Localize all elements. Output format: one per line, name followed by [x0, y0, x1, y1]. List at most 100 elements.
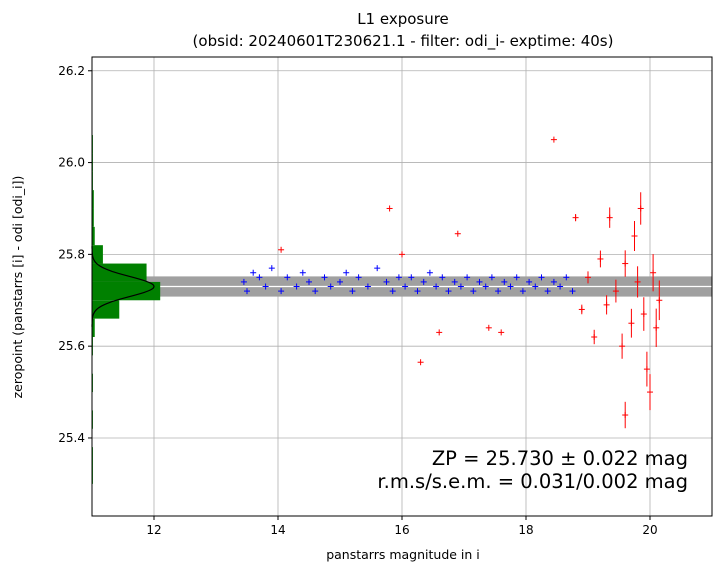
point-used-23 [402, 283, 409, 290]
point-rejected-25 [647, 389, 653, 396]
point-used-1 [244, 288, 250, 295]
point-rejected-16 [612, 288, 619, 295]
point-rejected-8 [550, 136, 557, 143]
point-used-5 [268, 265, 275, 272]
point-rejected-20 [634, 278, 641, 285]
point-used-34 [470, 288, 477, 295]
point-rejected-18 [622, 260, 629, 267]
point-used-45 [538, 274, 545, 281]
point-used-24 [408, 274, 415, 281]
point-used-33 [464, 274, 471, 281]
y-tick-label-0: 25.4 [58, 431, 85, 445]
x-axis-label: panstarrs magnitude in i [326, 547, 480, 562]
point-used-27 [426, 269, 433, 276]
point-used-17 [355, 274, 362, 281]
point-rejected-5 [454, 230, 461, 237]
point-used-31 [451, 278, 458, 285]
point-used-3 [256, 274, 263, 281]
point-rejected-13 [597, 255, 604, 262]
point-used-36 [482, 283, 489, 290]
chart-title: L1 exposure [357, 10, 449, 28]
point-used-11 [312, 288, 319, 295]
point-used-50 [569, 288, 576, 295]
point-used-37 [488, 274, 495, 281]
point-used-26 [420, 278, 427, 285]
gaussian-curve [91, 246, 155, 327]
x-tick-label-3: 18 [518, 523, 533, 537]
point-rejected-10 [578, 306, 585, 313]
point-used-15 [343, 269, 350, 276]
point-rejected-3 [417, 359, 424, 366]
x-tick-label-2: 16 [394, 523, 409, 537]
x-tick-label-1: 14 [270, 523, 285, 537]
x-tick-label-4: 20 [642, 523, 657, 537]
zeropoint-annotation: ZP = 25.730 ± 0.022 mag [432, 447, 688, 470]
point-used-49 [563, 274, 570, 281]
point-used-10 [306, 278, 312, 285]
histogram-bar-8 [92, 318, 95, 337]
point-used-44 [532, 283, 539, 290]
point-used-13 [327, 283, 334, 290]
point-rejected-17 [619, 343, 626, 350]
rms-annotation: r.m.s/s.e.m. = 0.031/0.002 mag [377, 470, 688, 493]
point-used-47 [550, 278, 557, 285]
histogram-bar-10 [92, 281, 161, 301]
point-used-6 [278, 288, 285, 295]
histogram-bar-13 [92, 226, 95, 246]
plot-area: 12 14 16 18 20 25.4 25.6 25.8 26.0 26.2 [58, 56, 713, 537]
point-rejected-19 [628, 320, 635, 327]
histogram-bar-15 [92, 190, 94, 209]
point-used-14 [337, 278, 343, 285]
point-rejected-15 [606, 214, 613, 221]
y-tick-label-2: 25.8 [58, 247, 85, 261]
point-used-25 [414, 288, 421, 295]
point-used-16 [349, 288, 356, 295]
point-rejected-6 [485, 324, 492, 331]
point-used-2 [250, 269, 257, 276]
y-tick-label-3: 26.0 [58, 156, 85, 170]
point-rejected-27 [622, 412, 629, 419]
histogram-bar-12 [92, 245, 103, 264]
point-used-8 [293, 283, 300, 290]
point-used-18 [364, 283, 371, 290]
y-tick-label-1: 25.6 [58, 339, 85, 353]
point-rejected-14 [603, 301, 610, 308]
y-axis-label: zeropoint (panstarrs [i] - odi [odi_i]) [10, 176, 25, 399]
point-used-20 [383, 278, 390, 285]
point-rejected-22 [640, 311, 647, 318]
histogram-bar-9 [92, 300, 120, 319]
chart-subtitle: (obsid: 20240601T230621.1 - filter: odi_… [193, 32, 614, 51]
point-used-43 [526, 278, 533, 285]
point-used-12 [321, 274, 328, 281]
point-rejected-7 [498, 329, 505, 336]
point-used-46 [544, 288, 551, 295]
point-used-7 [284, 274, 291, 281]
point-rejected-24 [650, 269, 657, 276]
point-used-22 [395, 274, 402, 281]
point-rejected-12 [591, 333, 598, 340]
point-used-19 [374, 265, 381, 272]
y-tick-label-4: 26.2 [58, 64, 85, 78]
point-used-38 [495, 288, 502, 295]
point-rejected-23 [643, 366, 650, 373]
point-used-0 [240, 278, 247, 285]
point-rejected-9 [572, 214, 579, 221]
point-rejected-1 [386, 205, 393, 212]
point-used-48 [557, 283, 564, 290]
point-rejected-11 [585, 274, 591, 281]
point-used-35 [476, 278, 483, 285]
point-used-4 [262, 283, 269, 290]
point-rejected-2 [399, 251, 405, 258]
point-used-28 [433, 283, 440, 290]
point-used-40 [507, 283, 514, 290]
point-used-41 [513, 274, 520, 281]
point-rejected-0 [278, 246, 285, 253]
point-used-29 [439, 274, 446, 281]
point-rejected-28 [631, 233, 638, 240]
point-used-32 [457, 283, 464, 290]
point-rejected-26 [653, 324, 660, 331]
point-used-21 [389, 288, 396, 295]
point-used-30 [445, 288, 452, 295]
point-used-42 [519, 288, 526, 295]
